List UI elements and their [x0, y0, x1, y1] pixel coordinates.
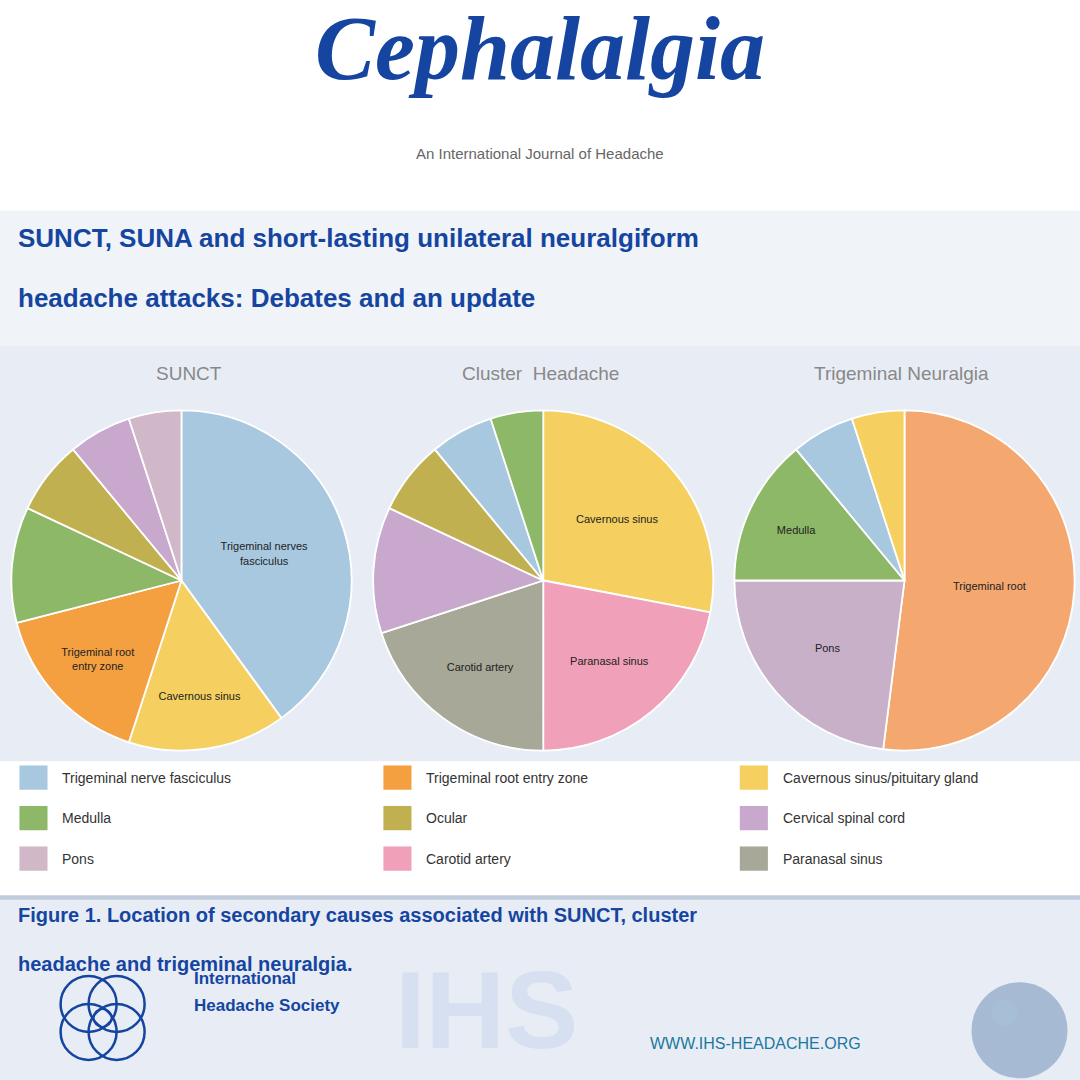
svg-text:Trigeminal nervesfasciculus: Trigeminal nervesfasciculus: [221, 540, 309, 566]
svg-text:Carotid artery: Carotid artery: [447, 661, 514, 673]
svg-text:SUNCT: SUNCT: [156, 363, 222, 384]
svg-text:An International Journal of He: An International Journal of Headache: [416, 145, 664, 162]
svg-text:Paranasal sinus: Paranasal sinus: [570, 655, 649, 667]
svg-text:WWW.IHS-HEADACHE.ORG: WWW.IHS-HEADACHE.ORG: [650, 1035, 861, 1052]
svg-text:headache and trigeminal neural: headache and trigeminal neuralgia.: [18, 953, 353, 975]
svg-text:Cephalalgia: Cephalalgia: [315, 0, 765, 98]
svg-text:Carotid artery: Carotid artery: [426, 851, 511, 867]
svg-text:International: International: [194, 969, 296, 988]
svg-text:Cavernous sinus/pituitary glan: Cavernous sinus/pituitary gland: [783, 770, 978, 786]
svg-text:Ocular: Ocular: [426, 810, 468, 826]
svg-text:Trigeminal root entry zone: Trigeminal root entry zone: [426, 770, 588, 786]
svg-text:Trigeminal root: Trigeminal root: [953, 580, 1026, 592]
svg-text:Trigeminal Neuralgia: Trigeminal Neuralgia: [814, 363, 989, 384]
svg-text:Medulla: Medulla: [62, 810, 111, 826]
svg-text:headache attacks: Debates and: headache attacks: Debates and an update: [18, 283, 535, 313]
svg-text:Pons: Pons: [62, 851, 94, 867]
svg-text:Trigeminal rootentry zone: Trigeminal rootentry zone: [61, 646, 134, 672]
svg-text:Cervical spinal cord: Cervical spinal cord: [783, 810, 905, 826]
svg-text:Paranasal sinus: Paranasal sinus: [783, 851, 883, 867]
svg-text:Cluster Headache: Cluster Headache: [462, 363, 619, 384]
svg-text:Cavernous sinus: Cavernous sinus: [159, 690, 241, 702]
svg-text:Headache Society: Headache Society: [194, 996, 340, 1015]
svg-text:SUNCT, SUNA and short-lasting: SUNCT, SUNA and short-lasting unilateral…: [18, 223, 699, 253]
svg-text:Trigeminal nerve fasciculus: Trigeminal nerve fasciculus: [62, 770, 231, 786]
svg-text:Figure 1. Location of secondar: Figure 1. Location of secondary causes a…: [18, 904, 697, 926]
svg-text:Cavernous sinus: Cavernous sinus: [576, 513, 658, 525]
svg-text:IHS: IHS: [395, 948, 578, 1071]
svg-text:Medulla: Medulla: [777, 524, 816, 536]
svg-text:Pons: Pons: [815, 642, 841, 654]
